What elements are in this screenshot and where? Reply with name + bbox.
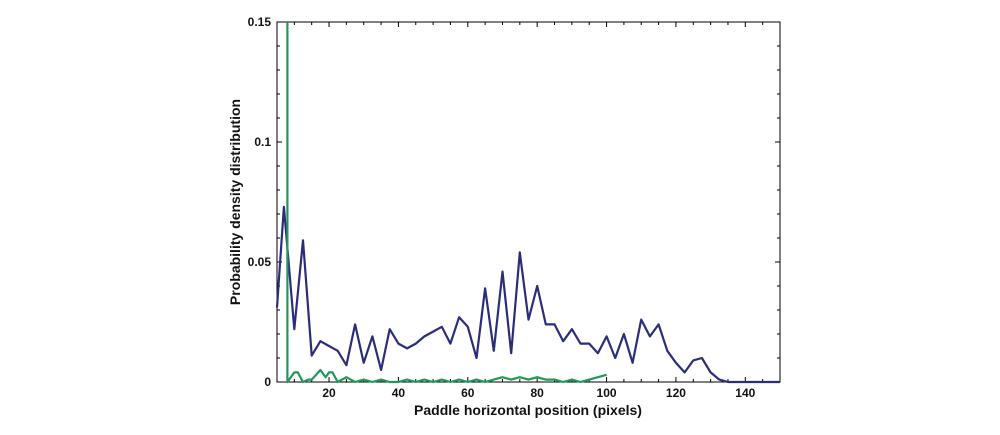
- x-tick-label: 120: [666, 386, 686, 400]
- series-group: [275, 22, 780, 384]
- x-tick-label: 60: [461, 386, 475, 400]
- series-line-2: [286, 22, 607, 384]
- y-tick-label: 0.15: [248, 15, 272, 29]
- y-tick-label: 0.05: [248, 255, 272, 269]
- series-line-1: [275, 205, 780, 384]
- x-tick-label: 40: [392, 386, 406, 400]
- tick-labels: 20 40 60 80 100 120 140 0 0.05 0.1 0.15: [248, 15, 756, 400]
- y-axis-label: Probability density distribution: [227, 99, 243, 305]
- y-tick-label: 0: [264, 375, 271, 389]
- plot-frame: [276, 21, 781, 383]
- x-tick-label: 80: [530, 386, 544, 400]
- x-tick-label: 20: [322, 386, 336, 400]
- x-tick-label: 140: [735, 386, 755, 400]
- axis-ticks: [277, 21, 781, 383]
- x-tick-label: 100: [597, 386, 617, 400]
- x-axis-label: Paddle horizontal position (pixels): [414, 402, 642, 418]
- y-tick-label: 0.1: [254, 135, 271, 149]
